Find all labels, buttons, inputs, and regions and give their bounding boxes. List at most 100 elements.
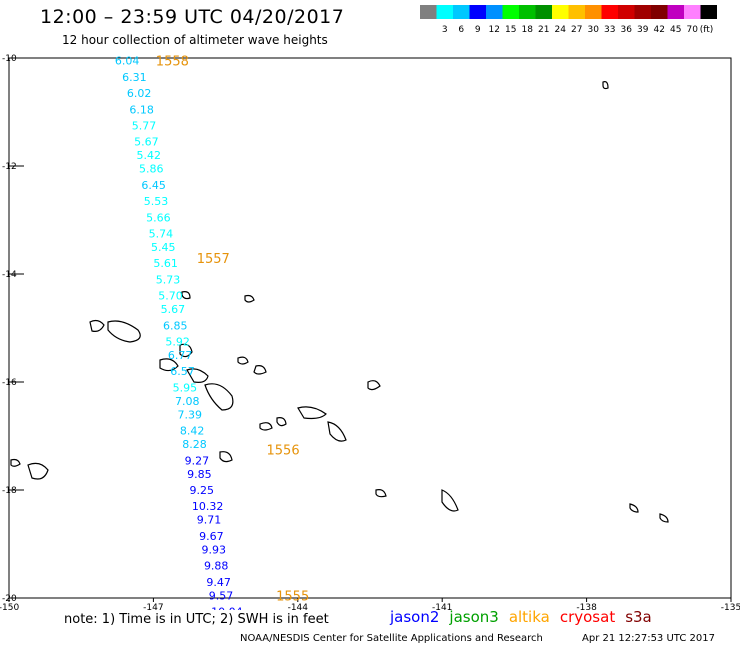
scale-label: 39 xyxy=(637,25,649,35)
wave-height-label: 5.67 xyxy=(161,303,186,316)
footer-credit: NOAA/NESDIS Center for Satellite Applica… xyxy=(240,633,543,644)
lon-tick-label: -135 xyxy=(721,603,740,610)
wave-height-label: 10.04 xyxy=(211,606,243,611)
lat-tick-label: -20 xyxy=(2,594,17,604)
scale-swatch xyxy=(552,5,569,19)
generated-timestamp: Apr 21 12:27:53 UTC 2017 xyxy=(582,633,715,644)
scale-swatch xyxy=(436,5,453,19)
altimeter-marks: 6.046.316.026.185.775.675.425.866.455.53… xyxy=(115,55,243,611)
scale-label: 24 xyxy=(555,25,567,35)
lat-tick-label: -16 xyxy=(2,378,17,388)
wave-height-label: 9.85 xyxy=(187,468,212,481)
scale-label: 70 xyxy=(687,25,699,35)
lon-tick-label: -141 xyxy=(432,603,452,610)
scale-unit: (ft) xyxy=(700,25,714,35)
map-frame xyxy=(8,57,732,599)
scale-label: 18 xyxy=(522,25,534,35)
wave-height-label: 9.27 xyxy=(185,454,210,467)
legend-s3a: s3a xyxy=(625,608,652,626)
wave-height-label: 9.57 xyxy=(209,589,234,602)
wave-height-label: 5.92 xyxy=(165,336,190,349)
scale-swatch xyxy=(634,5,651,19)
legend-cryosat: cryosat xyxy=(559,608,616,626)
wave-height-label: 5.70 xyxy=(158,290,183,303)
scale-swatch xyxy=(535,5,552,19)
legend-altika: altika xyxy=(508,608,550,626)
scale-swatch xyxy=(684,5,701,19)
wave-height-label: 5.42 xyxy=(137,149,162,162)
scale-label: 6 xyxy=(458,25,464,35)
wave-height-label: 5.73 xyxy=(156,273,181,286)
lon-tick-label: -138 xyxy=(576,603,597,610)
wave-height-label: 5.77 xyxy=(132,120,157,133)
wave-height-label: 8.28 xyxy=(182,438,207,451)
wave-height-label: 7.08 xyxy=(175,395,200,408)
pass-number: 1556 xyxy=(267,444,300,459)
island xyxy=(441,489,459,512)
map-subtitle: 12 hour collection of altimeter wave hei… xyxy=(62,33,328,47)
scale-swatch xyxy=(700,5,717,19)
scale-swatch xyxy=(618,5,635,19)
wave-height-label: 6.77 xyxy=(168,349,193,362)
wave-height-label: 5.67 xyxy=(134,136,159,149)
wave-height-label: 6.04 xyxy=(115,55,140,68)
lat-tick-label: -14 xyxy=(2,270,17,280)
island xyxy=(179,343,193,358)
wave-height-label: 6.45 xyxy=(141,179,166,192)
wave-height-label: 5.74 xyxy=(149,228,174,241)
satellite-legend: jason2 jason3 altika cryosat s3a xyxy=(390,608,662,626)
scale-swatch xyxy=(469,5,486,19)
wave-height-label: 9.71 xyxy=(197,514,222,527)
scale-swatch xyxy=(651,5,668,19)
wave-height-label: 6.57 xyxy=(170,365,195,378)
pass-number: 1557 xyxy=(197,252,230,267)
wave-height-label: 9.67 xyxy=(199,530,224,543)
wave-height-label: 9.25 xyxy=(190,484,215,497)
wave-height-label: 10.32 xyxy=(192,500,224,513)
lat-tick-label: -18 xyxy=(2,486,17,496)
island xyxy=(602,81,609,90)
scale-label: 3 xyxy=(442,25,448,35)
wave-height-label: 9.47 xyxy=(206,576,231,589)
island xyxy=(297,406,327,420)
scale-label: 33 xyxy=(604,25,615,35)
lon-tick-label: -150 xyxy=(0,603,19,610)
island xyxy=(237,356,249,365)
scale-label: 45 xyxy=(670,25,681,35)
map-title: 12:00 – 23:59 UTC 04/20/2017 xyxy=(40,6,345,28)
wave-height-label: 5.95 xyxy=(173,381,198,394)
scale-swatch xyxy=(667,5,684,19)
wave-height-label: 6.18 xyxy=(129,103,154,116)
wave-height-label: 5.45 xyxy=(151,241,176,254)
island xyxy=(629,503,639,513)
island xyxy=(259,422,273,431)
island xyxy=(659,513,669,523)
wave-height-label: 7.39 xyxy=(177,408,202,421)
island xyxy=(89,319,105,332)
scale-swatch xyxy=(568,5,585,19)
scale-swatch xyxy=(453,5,470,19)
lat-tick-label: -12 xyxy=(2,162,17,172)
wave-height-label: 5.61 xyxy=(153,257,178,270)
island xyxy=(219,451,233,463)
wave-height-label: 5.86 xyxy=(139,163,164,176)
island xyxy=(204,383,234,411)
island-outlines xyxy=(10,81,669,523)
pass-number: 1558 xyxy=(156,55,189,70)
wave-height-label: 6.85 xyxy=(163,319,188,332)
wave-height-map[interactable]: 6.046.316.026.185.775.675.425.866.455.53… xyxy=(0,0,740,610)
scale-label: 15 xyxy=(505,25,516,35)
wave-height-label: 5.66 xyxy=(146,211,171,224)
pass-number: 1555 xyxy=(276,589,309,604)
scale-label: 12 xyxy=(489,25,500,35)
island xyxy=(107,320,141,343)
scale-label: 9 xyxy=(475,25,481,35)
legend-jason2: jason2 xyxy=(390,608,440,626)
wave-height-label: 6.31 xyxy=(122,71,147,84)
scale-swatch xyxy=(519,5,536,19)
island xyxy=(181,291,191,300)
scale-label: 27 xyxy=(571,25,582,35)
island xyxy=(244,294,255,303)
wave-height-label: 6.02 xyxy=(127,87,152,100)
scale-swatch xyxy=(601,5,618,19)
